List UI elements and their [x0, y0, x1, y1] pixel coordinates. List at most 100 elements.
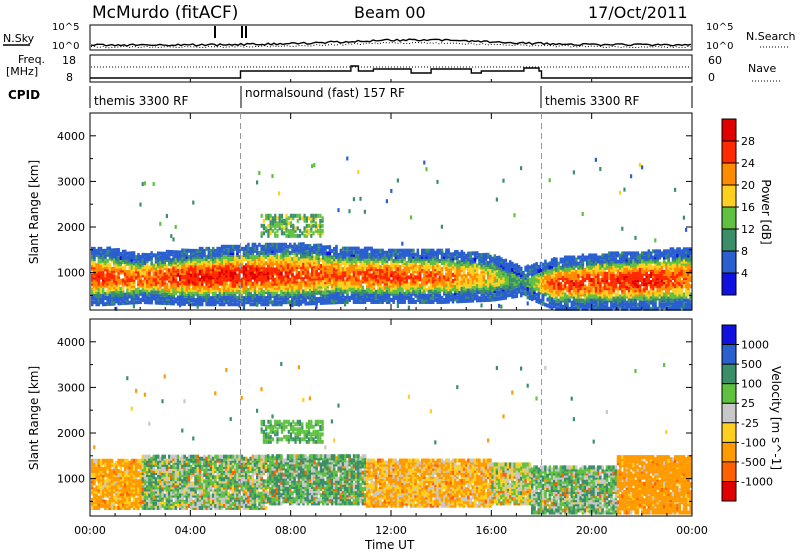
- power-cell: [295, 295, 299, 300]
- power-cell: [115, 260, 118, 265]
- power-cell: [423, 287, 426, 292]
- power-cell: [357, 275, 360, 280]
- power-cell: [225, 298, 228, 303]
- power-cell: [286, 257, 290, 262]
- power-cell: [416, 252, 420, 257]
- power-cell: [436, 291, 439, 296]
- power-cell: [97, 263, 101, 268]
- power-cell: [110, 300, 113, 305]
- power-cell: [337, 257, 340, 262]
- power-cell: [157, 255, 160, 260]
- power-cell: [150, 263, 153, 268]
- power-cell: [143, 273, 147, 278]
- power-cell: [135, 296, 138, 301]
- power-cell: [319, 278, 323, 283]
- power-cell: [216, 296, 219, 301]
- power-cell: [326, 298, 329, 303]
- power-cell: [284, 248, 288, 253]
- power-cell: [603, 300, 607, 305]
- power-cell: [579, 265, 582, 270]
- power-cell: [498, 272, 501, 277]
- power-cell: [205, 294, 208, 299]
- power-cell: [247, 277, 250, 282]
- power-cell: [234, 298, 237, 303]
- power-cell: [174, 272, 178, 277]
- power-cell: [216, 257, 219, 262]
- power-cell: [357, 269, 360, 274]
- power-cell: [429, 273, 433, 278]
- power-cell: [511, 276, 514, 281]
- power-cell: [423, 285, 426, 290]
- power-cell: [597, 290, 600, 295]
- power-cell: [555, 298, 558, 303]
- power-cell: [128, 261, 131, 266]
- power-cell: [280, 296, 283, 301]
- power-cell: [194, 259, 197, 264]
- power-cell: [366, 271, 369, 276]
- power-cell: [183, 258, 186, 263]
- power-cell: [322, 265, 325, 270]
- power-cell: [377, 265, 380, 270]
- power-cell: [311, 274, 314, 279]
- power-cell: [522, 272, 525, 277]
- power-cell: [359, 248, 362, 253]
- power-cell: [258, 250, 261, 255]
- power-cell: [531, 266, 534, 271]
- power-cell: [403, 297, 406, 302]
- power-cell: [284, 289, 288, 294]
- power-cell: [179, 262, 182, 267]
- power-cell: [469, 296, 472, 301]
- power-cell: [456, 274, 459, 279]
- power-cell: [139, 271, 142, 276]
- power-cell: [196, 277, 200, 282]
- power-cell: [157, 269, 160, 274]
- power-cell: [278, 271, 281, 276]
- power-cell: [223, 250, 226, 255]
- power-cell: [462, 274, 466, 279]
- power-cell: [493, 268, 497, 273]
- power-cell: [163, 255, 167, 260]
- power-cell: [421, 277, 424, 282]
- power-cell: [594, 286, 598, 291]
- power-cell: [102, 300, 105, 305]
- power-cell: [401, 277, 404, 282]
- power-cell: [253, 281, 257, 286]
- power-cell: [418, 265, 422, 270]
- power-cell: [352, 275, 356, 280]
- power-cell: [352, 279, 356, 284]
- power-cell: [284, 277, 288, 282]
- power-cell: [236, 257, 239, 262]
- power-cell: [502, 277, 505, 282]
- power-cell: [381, 275, 384, 280]
- power-cell: [264, 281, 268, 286]
- power-cell: [480, 263, 483, 268]
- power-cell: [599, 302, 602, 307]
- power-cell: [289, 294, 292, 299]
- power-cell: [566, 259, 569, 264]
- power-cell: [119, 301, 123, 306]
- power-cell: [359, 258, 362, 263]
- power-cell: [361, 299, 365, 304]
- power-cell: [304, 256, 307, 261]
- power-cell: [390, 287, 393, 292]
- power-cell: [218, 265, 222, 270]
- power-cell: [306, 264, 310, 269]
- power-cell: [410, 299, 413, 304]
- power-cell: [564, 259, 567, 264]
- power-cell: [601, 253, 604, 258]
- power-cell: [212, 283, 215, 288]
- power-cell: [495, 284, 499, 289]
- power-cell: [306, 252, 310, 257]
- power-cell: [432, 295, 435, 300]
- power-cell: [610, 257, 613, 262]
- power-cell: [148, 298, 151, 303]
- power-cell: [95, 277, 98, 282]
- power-cell: [473, 284, 477, 289]
- power-cell: [616, 302, 620, 307]
- power-cell: [170, 262, 173, 267]
- power-cell: [319, 274, 323, 279]
- power-cell: [212, 265, 215, 270]
- power-cell: [225, 248, 228, 253]
- power-cell: [588, 294, 591, 299]
- power-cell: [592, 273, 596, 278]
